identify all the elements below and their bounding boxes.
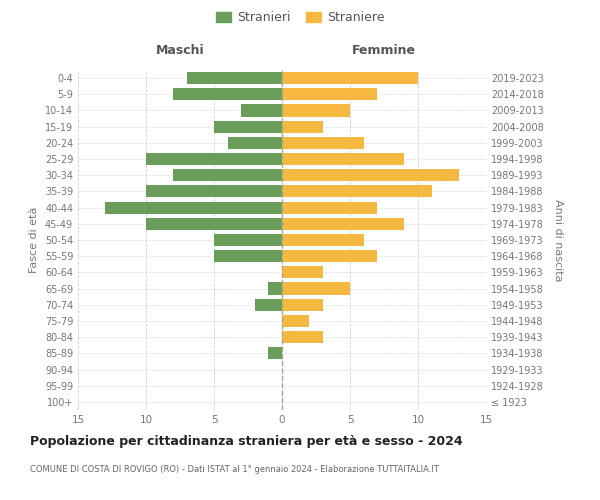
- Bar: [282, 104, 350, 117]
- Bar: [282, 218, 404, 230]
- Bar: [282, 315, 309, 327]
- Bar: [255, 298, 282, 311]
- Bar: [282, 153, 404, 165]
- Text: Popolazione per cittadinanza straniera per età e sesso - 2024: Popolazione per cittadinanza straniera p…: [30, 435, 463, 448]
- Y-axis label: Anni di nascita: Anni di nascita: [553, 198, 563, 281]
- Bar: [268, 282, 282, 294]
- Text: Femmine: Femmine: [352, 44, 416, 58]
- Y-axis label: Fasce di età: Fasce di età: [29, 207, 39, 273]
- Bar: [214, 234, 282, 246]
- Bar: [146, 186, 282, 198]
- Bar: [282, 120, 323, 132]
- Bar: [282, 331, 323, 343]
- Text: Maschi: Maschi: [155, 44, 205, 58]
- Bar: [282, 88, 377, 101]
- Bar: [187, 72, 282, 84]
- Bar: [268, 348, 282, 360]
- Bar: [282, 266, 323, 278]
- Bar: [241, 104, 282, 117]
- Bar: [282, 298, 323, 311]
- Bar: [146, 218, 282, 230]
- Bar: [214, 250, 282, 262]
- Bar: [282, 234, 364, 246]
- Legend: Stranieri, Straniere: Stranieri, Straniere: [211, 6, 389, 29]
- Bar: [282, 137, 364, 149]
- Bar: [214, 120, 282, 132]
- Text: COMUNE DI COSTA DI ROVIGO (RO) - Dati ISTAT al 1° gennaio 2024 - Elaborazione TU: COMUNE DI COSTA DI ROVIGO (RO) - Dati IS…: [30, 465, 439, 474]
- Bar: [227, 137, 282, 149]
- Bar: [282, 202, 377, 213]
- Bar: [146, 153, 282, 165]
- Bar: [282, 186, 431, 198]
- Bar: [173, 169, 282, 181]
- Bar: [282, 250, 377, 262]
- Bar: [282, 72, 418, 84]
- Bar: [282, 169, 459, 181]
- Bar: [173, 88, 282, 101]
- Bar: [282, 282, 350, 294]
- Bar: [105, 202, 282, 213]
